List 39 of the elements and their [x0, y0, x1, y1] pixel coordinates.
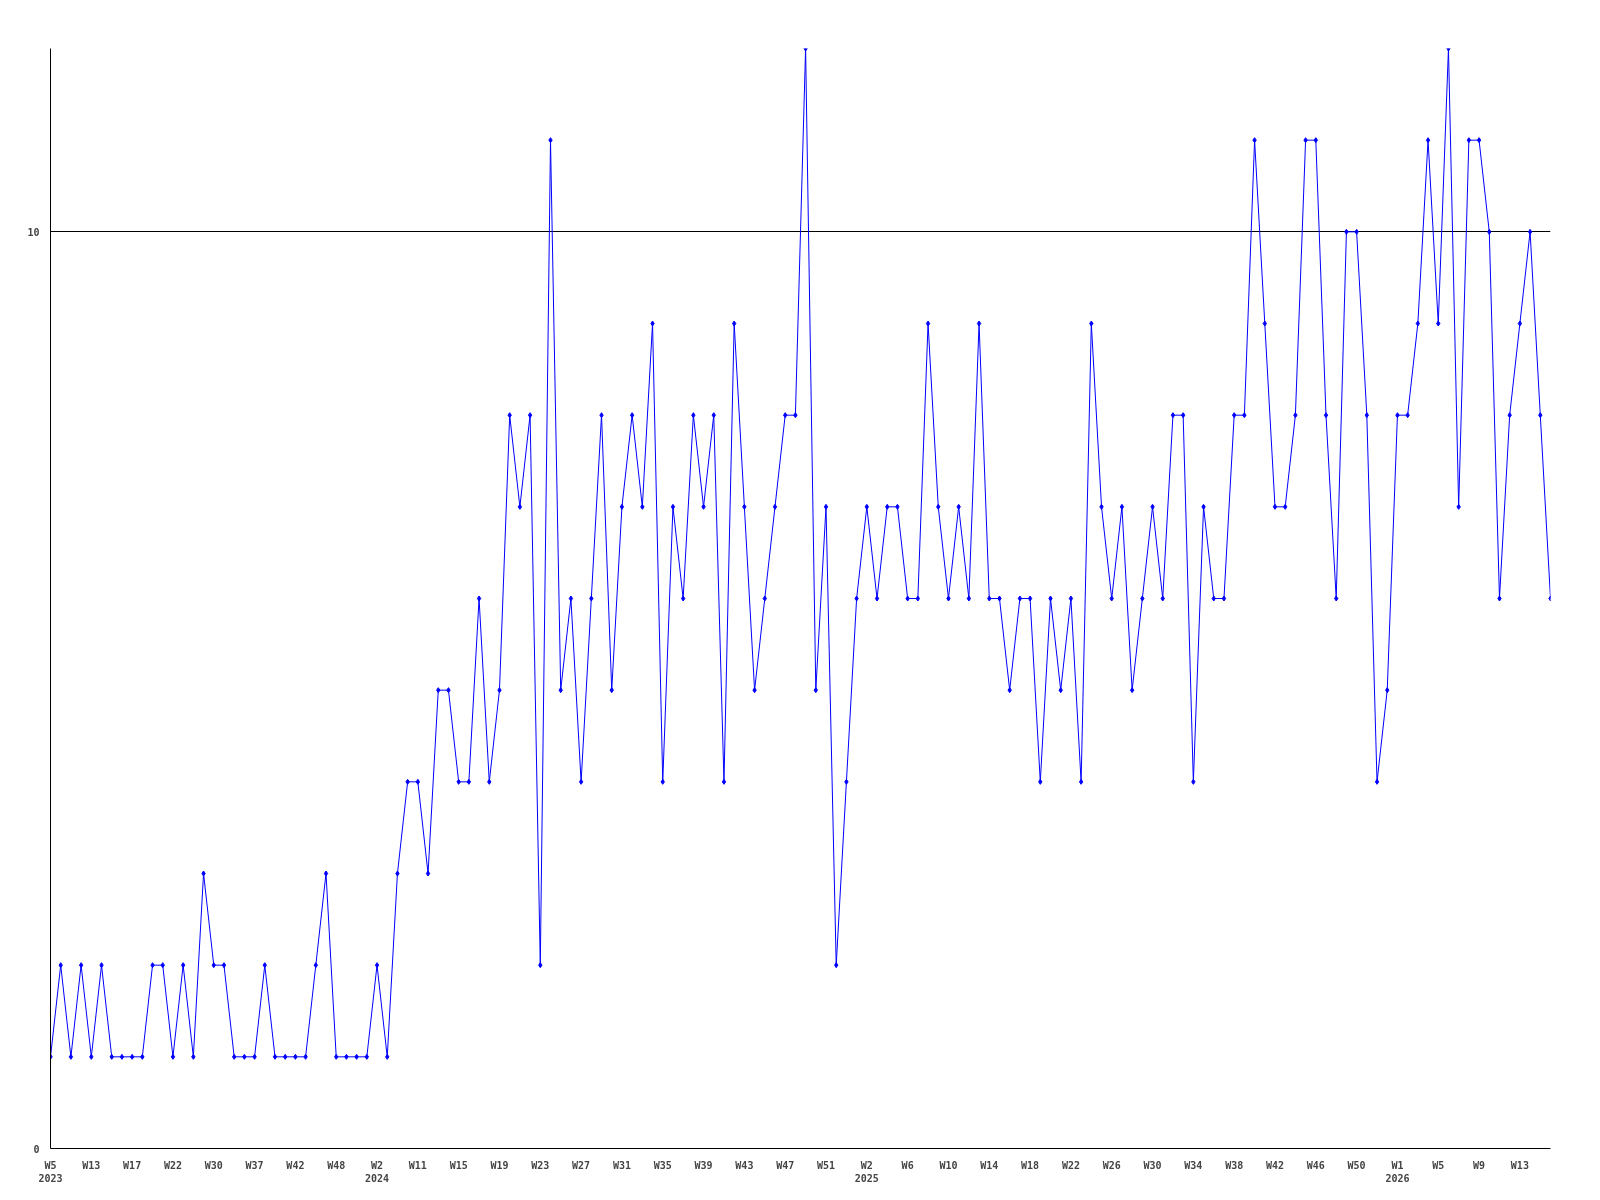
x-tick-label: W50: [1347, 1159, 1366, 1171]
x-tick-label: W42: [1265, 1159, 1285, 1171]
x-tick-label: W5 2023: [38, 1159, 63, 1184]
x-tick-label: W43: [735, 1159, 754, 1171]
x-tick-label: W13: [82, 1159, 101, 1171]
x-tick-label: W34: [1184, 1159, 1203, 1171]
x-tick-label: W19: [490, 1159, 509, 1171]
x-tick-label: W1 2026: [1385, 1159, 1410, 1184]
x-tick-label: W18: [1021, 1159, 1040, 1171]
y-tick-label: 10: [27, 226, 40, 238]
x-tick-label: W6: [901, 1159, 914, 1171]
x-tick-label: W2 2024: [364, 1159, 390, 1184]
x-tick-label: W26: [1102, 1159, 1121, 1171]
x-tick-label: W42: [286, 1159, 305, 1171]
x-tick-label: W9: [1473, 1159, 1486, 1171]
x-tick-label: W13: [1510, 1159, 1529, 1171]
x-tick-label: W31: [612, 1159, 631, 1171]
x-tick-label: W30: [1143, 1159, 1162, 1171]
x-tick-label: W39: [694, 1159, 713, 1171]
x-tick-label: W17: [123, 1159, 142, 1171]
x-tick-label: W22: [1061, 1159, 1080, 1171]
x-tick-label: W47: [776, 1159, 795, 1171]
x-tick-label: W22: [163, 1159, 182, 1171]
x-tick-label: W46: [1306, 1159, 1325, 1171]
x-tick-label: W30: [204, 1159, 223, 1171]
x-tick-label: W38: [1225, 1159, 1244, 1171]
x-tick-label: W48: [327, 1159, 346, 1171]
x-tick-label: W15: [449, 1159, 468, 1171]
x-tick-label: W2 2025: [854, 1159, 879, 1184]
x-tick-label: W35: [653, 1159, 672, 1171]
x-tick-label: W10: [939, 1159, 958, 1171]
x-tick-label: W14: [980, 1159, 999, 1171]
x-tick-label: W37: [245, 1159, 264, 1171]
x-tick-label: W51: [816, 1159, 836, 1171]
x-tick-label: W11: [408, 1159, 427, 1171]
x-tick-label: W23: [531, 1159, 550, 1171]
x-tick-label: W5: [1432, 1159, 1445, 1171]
y-tick-label: 0: [33, 1143, 40, 1155]
x-tick-label: W27: [572, 1159, 591, 1171]
